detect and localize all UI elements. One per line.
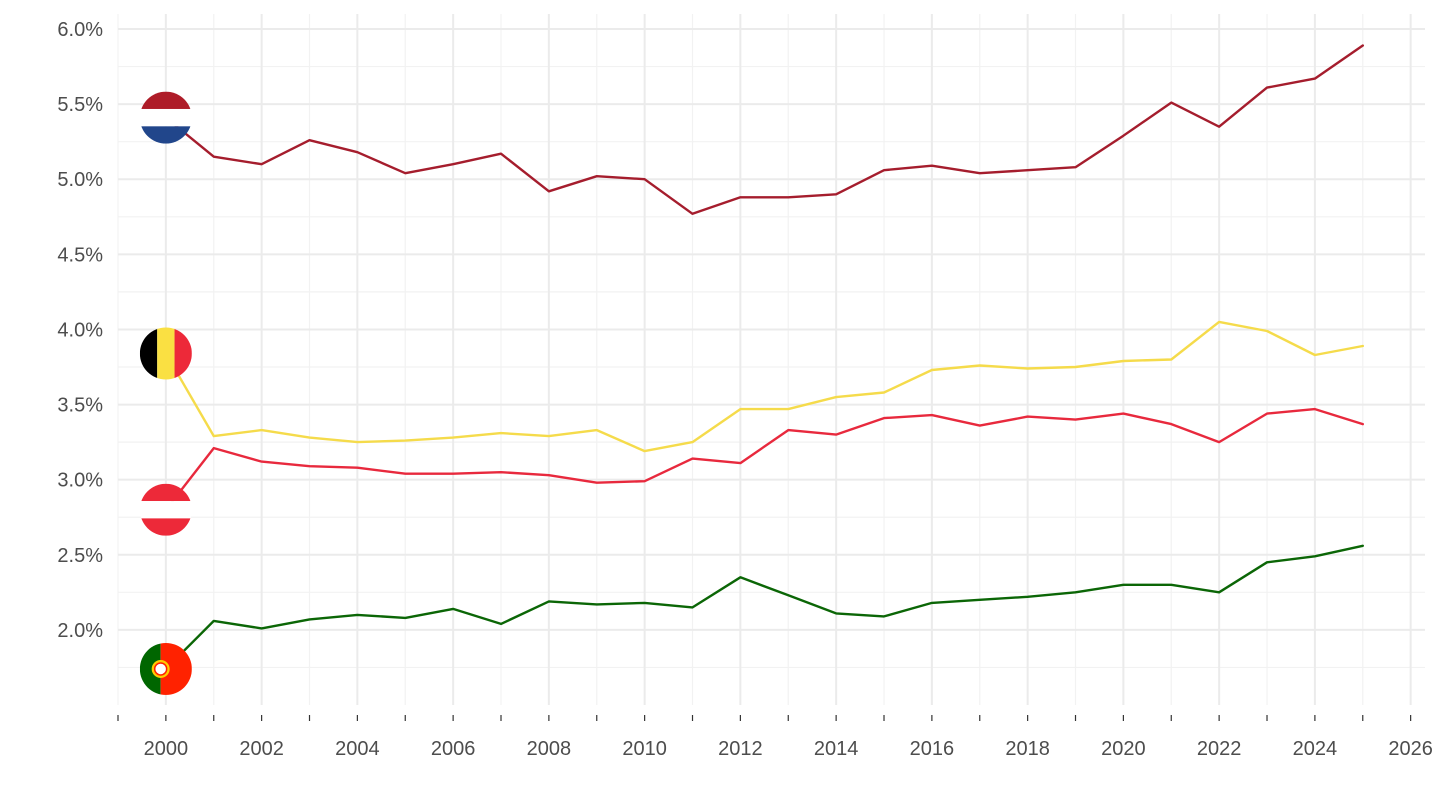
y-tick-label: 4.5% (57, 244, 103, 266)
x-tick-label: 2022 (1197, 738, 1242, 760)
x-tick-label: 2008 (527, 738, 572, 760)
series-line-netherlands (164, 44, 1365, 216)
y-tick-label: 2.0% (57, 620, 103, 642)
x-tick-label: 2012 (718, 738, 763, 760)
series-line-belgium (164, 320, 1365, 453)
y-axis: 2.0% 2.5% 3.0% 3.5% 4.0% 4.5% 5.0% 5.5% 6.0% (57, 19, 103, 642)
x-tick-label: 2016 (910, 738, 955, 760)
x-tick-label: 2006 (431, 738, 476, 760)
x-tick-label: 2020 (1101, 738, 1146, 760)
x-tick-label: 2026 (1388, 738, 1433, 760)
x-tick-label: 2010 (622, 738, 667, 760)
y-tick-label: 6.0% (57, 19, 103, 41)
y-tick-label: 3.0% (57, 470, 103, 492)
y-tick-label: 4.0% (57, 319, 103, 341)
major-gridlines (118, 14, 1425, 705)
portugal-flag-icon (139, 642, 192, 695)
x-tick-label: 2002 (239, 738, 284, 760)
x-tick-label: 2018 (1005, 738, 1050, 760)
y-tick-label: 3.5% (57, 395, 103, 417)
y-tick-label: 2.5% (57, 545, 103, 567)
y-tick-label: 5.0% (57, 169, 103, 191)
x-axis: 2000 2002 2004 2006 2008 2010 2012 2014 2016 2018… (117, 715, 1433, 760)
x-tick-label: 2024 (1293, 738, 1338, 760)
x-tick-label: 2004 (335, 738, 380, 760)
x-tick-label: 2014 (814, 738, 859, 760)
austria-flag-icon (139, 483, 192, 536)
series-layer (164, 44, 1365, 671)
series-line-austria (164, 407, 1365, 511)
x-tick-label: 2000 (144, 738, 189, 760)
y-tick-label: 5.5% (57, 94, 103, 116)
netherlands-flag-icon (139, 91, 192, 144)
belgium-flag-icon (139, 327, 192, 380)
series-line-portugal (164, 544, 1365, 671)
